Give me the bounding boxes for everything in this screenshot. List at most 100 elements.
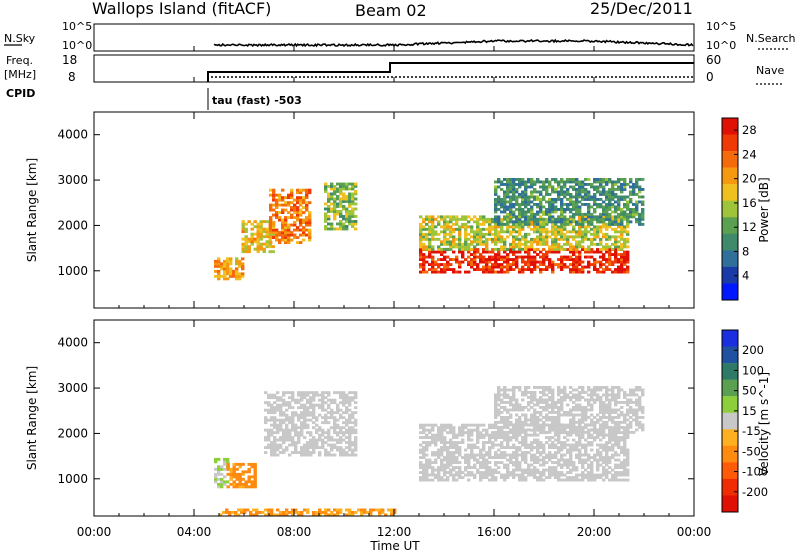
data-cell xyxy=(333,205,337,208)
data-cell xyxy=(512,215,516,219)
data-cell xyxy=(464,423,468,427)
data-cell xyxy=(279,436,283,439)
data-cell xyxy=(443,466,447,469)
data-cell xyxy=(461,217,465,221)
data-cell xyxy=(617,240,621,244)
data-cell xyxy=(369,508,373,512)
data-cell xyxy=(548,205,552,209)
data-cell xyxy=(512,463,516,467)
data-cell xyxy=(605,416,609,419)
data-cell xyxy=(264,451,268,454)
data-cell xyxy=(503,396,507,399)
data-cell xyxy=(590,391,594,394)
data-cell xyxy=(509,396,513,399)
data-cell xyxy=(491,456,495,459)
data-cell xyxy=(566,190,570,194)
data-cell xyxy=(515,242,519,246)
data-cell xyxy=(291,418,295,422)
data-cell xyxy=(330,225,334,228)
data-cell xyxy=(545,413,549,417)
data-cell xyxy=(572,401,576,404)
data-cell xyxy=(467,466,471,469)
data-cell xyxy=(422,217,426,221)
data-cell xyxy=(641,425,645,429)
data-cell xyxy=(488,453,492,457)
data-cell xyxy=(318,438,322,442)
data-cell xyxy=(482,446,486,449)
data-cell xyxy=(551,461,555,464)
data-cell xyxy=(611,222,615,226)
data-cell xyxy=(428,461,432,464)
data-cell xyxy=(569,195,573,199)
data-cell xyxy=(464,230,468,234)
data-cell xyxy=(527,265,531,269)
data-cell xyxy=(554,237,558,241)
data-cell xyxy=(572,425,576,429)
data-cell xyxy=(521,237,525,241)
data-cell xyxy=(533,428,537,432)
data-cell xyxy=(293,223,297,227)
data-cell xyxy=(291,508,295,512)
data-cell xyxy=(449,471,453,474)
data-cell xyxy=(605,396,609,399)
data-cell xyxy=(342,401,346,405)
data-cell xyxy=(300,413,304,417)
data-cell xyxy=(584,406,588,409)
data-cell xyxy=(599,403,603,407)
data-cell xyxy=(617,208,621,211)
data-cell xyxy=(348,187,352,191)
data-cell xyxy=(485,451,489,454)
data-cell xyxy=(223,462,227,466)
data-cell xyxy=(515,456,519,459)
data-cell xyxy=(581,190,585,194)
data-cell xyxy=(524,260,528,264)
data-cell xyxy=(336,433,340,437)
data-cell xyxy=(235,277,239,281)
data-cell xyxy=(232,480,236,484)
y-tick-label: 4000 xyxy=(57,336,88,350)
x-tick-label: 20:00 xyxy=(577,525,612,539)
data-cell xyxy=(587,393,591,397)
data-cell xyxy=(500,200,504,204)
data-cell xyxy=(348,215,352,218)
data-cell xyxy=(345,401,349,405)
data-cell xyxy=(602,403,606,407)
data-cell xyxy=(548,438,552,442)
data-cell xyxy=(336,438,340,442)
data-cell xyxy=(620,227,624,231)
data-cell xyxy=(250,242,254,246)
data-cell xyxy=(238,472,242,476)
data-cell xyxy=(296,241,300,244)
data-cell xyxy=(428,441,432,444)
data-cell xyxy=(446,448,450,452)
data-cell xyxy=(554,466,558,469)
data-cell xyxy=(533,230,537,234)
data-cell xyxy=(300,403,304,407)
data-cell xyxy=(542,451,546,454)
data-cell xyxy=(539,406,543,409)
data-cell xyxy=(324,508,328,512)
data-cell xyxy=(572,446,576,449)
data-cell xyxy=(575,388,579,392)
data-cell xyxy=(551,225,555,229)
data-cell xyxy=(527,248,531,251)
data-cell xyxy=(578,200,582,204)
data-cell xyxy=(641,215,645,219)
data-cell xyxy=(581,240,585,244)
data-cell xyxy=(470,253,474,256)
data-cell xyxy=(270,393,274,397)
data-cell xyxy=(461,426,465,430)
data-cell xyxy=(309,413,313,417)
data-cell xyxy=(524,212,528,216)
data-cell xyxy=(270,443,274,447)
data-cell xyxy=(455,245,459,249)
data-cell xyxy=(419,466,423,469)
data-cell xyxy=(500,411,504,414)
data-cell xyxy=(506,416,510,419)
data-cell xyxy=(635,408,639,412)
data-cell xyxy=(560,225,564,229)
data-cell xyxy=(629,198,633,201)
data-cell xyxy=(244,470,248,474)
data-cell xyxy=(342,195,346,198)
data-cell xyxy=(303,418,307,422)
